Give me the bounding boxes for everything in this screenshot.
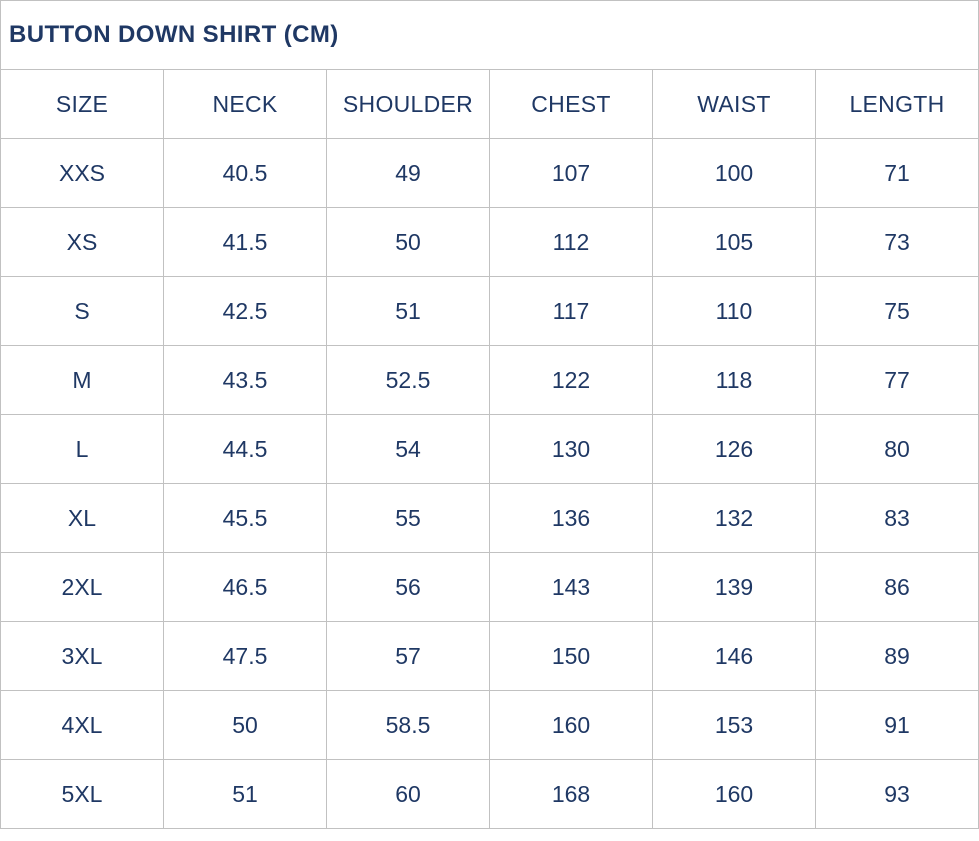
size-cell: M — [0, 345, 164, 415]
measurement-cell: 146 — [652, 621, 816, 691]
measurement-cell: 91 — [815, 690, 979, 760]
measurement-cell: 73 — [815, 207, 979, 277]
measurement-cell: 100 — [652, 138, 816, 208]
measurement-cell: 52.5 — [326, 345, 490, 415]
measurement-cell: 136 — [489, 483, 653, 553]
measurement-cell: 153 — [652, 690, 816, 760]
measurement-cell: 40.5 — [163, 138, 327, 208]
table-row: XL 45.5 55 136 132 83 — [0, 483, 979, 553]
measurement-cell: 150 — [489, 621, 653, 691]
size-cell: 4XL — [0, 690, 164, 760]
measurement-cell: 105 — [652, 207, 816, 277]
measurement-cell: 160 — [652, 759, 816, 829]
measurement-cell: 75 — [815, 276, 979, 346]
measurement-cell: 51 — [163, 759, 327, 829]
measurement-cell: 56 — [326, 552, 490, 622]
measurement-cell: 46.5 — [163, 552, 327, 622]
measurement-cell: 93 — [815, 759, 979, 829]
size-cell: S — [0, 276, 164, 346]
measurement-cell: 54 — [326, 414, 490, 484]
measurement-cell: 45.5 — [163, 483, 327, 553]
measurement-cell: 60 — [326, 759, 490, 829]
measurement-cell: 110 — [652, 276, 816, 346]
size-cell: XS — [0, 207, 164, 277]
table-row: 3XL 47.5 57 150 146 89 — [0, 621, 979, 691]
column-header-neck: NECK — [163, 69, 327, 139]
table-row: 4XL 50 58.5 160 153 91 — [0, 690, 979, 760]
measurement-cell: 89 — [815, 621, 979, 691]
measurement-cell: 130 — [489, 414, 653, 484]
measurement-cell: 43.5 — [163, 345, 327, 415]
measurement-cell: 107 — [489, 138, 653, 208]
size-cell: 3XL — [0, 621, 164, 691]
column-header-length: LENGTH — [815, 69, 979, 139]
column-header-shoulder: SHOULDER — [326, 69, 490, 139]
measurement-cell: 122 — [489, 345, 653, 415]
measurement-cell: 160 — [489, 690, 653, 760]
table-row: S 42.5 51 117 110 75 — [0, 276, 979, 346]
measurement-cell: 55 — [326, 483, 490, 553]
measurement-cell: 51 — [326, 276, 490, 346]
column-header-waist: WAIST — [652, 69, 816, 139]
table-row: L 44.5 54 130 126 80 — [0, 414, 979, 484]
table-row: XS 41.5 50 112 105 73 — [0, 207, 979, 277]
measurement-cell: 117 — [489, 276, 653, 346]
chart-title: BUTTON DOWN SHIRT (CM) — [0, 0, 979, 70]
measurement-cell: 58.5 — [326, 690, 490, 760]
measurement-cell: 50 — [326, 207, 490, 277]
measurement-cell: 77 — [815, 345, 979, 415]
size-cell: L — [0, 414, 164, 484]
table-row: XXS 40.5 49 107 100 71 — [0, 138, 979, 208]
measurement-cell: 50 — [163, 690, 327, 760]
measurement-cell: 118 — [652, 345, 816, 415]
measurement-cell: 42.5 — [163, 276, 327, 346]
size-cell: XL — [0, 483, 164, 553]
table-row: M 43.5 52.5 122 118 77 — [0, 345, 979, 415]
column-header-chest: CHEST — [489, 69, 653, 139]
measurement-cell: 57 — [326, 621, 490, 691]
measurement-cell: 112 — [489, 207, 653, 277]
measurement-cell: 49 — [326, 138, 490, 208]
header-row: SIZE NECK SHOULDER CHEST WAIST LENGTH — [0, 69, 979, 139]
measurement-cell: 139 — [652, 552, 816, 622]
title-row: BUTTON DOWN SHIRT (CM) — [0, 0, 979, 70]
table-row: 5XL 51 60 168 160 93 — [0, 759, 979, 829]
measurement-cell: 132 — [652, 483, 816, 553]
measurement-cell: 83 — [815, 483, 979, 553]
measurement-cell: 41.5 — [163, 207, 327, 277]
measurement-cell: 126 — [652, 414, 816, 484]
measurement-cell: 143 — [489, 552, 653, 622]
measurement-cell: 47.5 — [163, 621, 327, 691]
size-cell: 5XL — [0, 759, 164, 829]
table-row: 2XL 46.5 56 143 139 86 — [0, 552, 979, 622]
column-header-size: SIZE — [0, 69, 164, 139]
measurement-cell: 44.5 — [163, 414, 327, 484]
measurement-cell: 86 — [815, 552, 979, 622]
measurement-cell: 71 — [815, 138, 979, 208]
measurement-cell: 80 — [815, 414, 979, 484]
measurement-cell: 168 — [489, 759, 653, 829]
size-cell: 2XL — [0, 552, 164, 622]
size-cell: XXS — [0, 138, 164, 208]
